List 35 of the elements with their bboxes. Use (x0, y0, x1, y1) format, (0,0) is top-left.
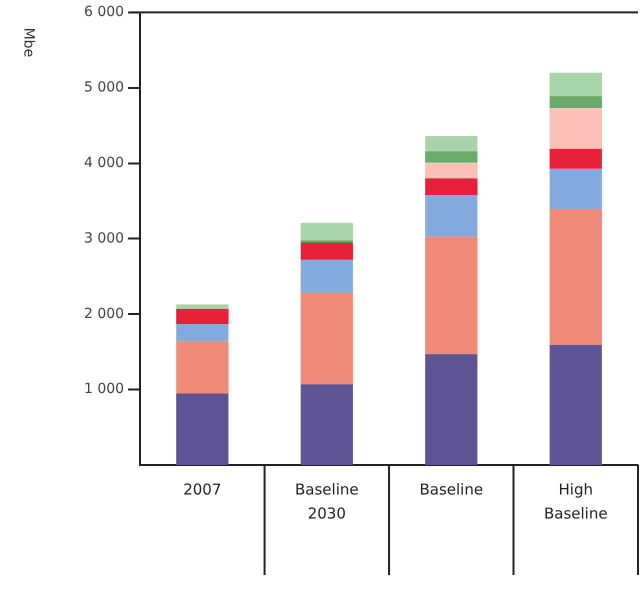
bar (300, 384, 353, 465)
bar (550, 72, 602, 96)
y-tick-label: 4 000 (84, 154, 124, 171)
bar (550, 208, 602, 346)
y-axis-title: Mbe (20, 28, 36, 58)
y-tick-label: 5 000 (84, 79, 124, 96)
bar (425, 151, 478, 163)
y-tick-label: 2 000 (84, 306, 124, 322)
y-tick-label: 6 000 (84, 4, 124, 20)
bar (300, 293, 353, 384)
bar (550, 168, 602, 209)
x-tick-label: High Baseline (544, 480, 608, 522)
bar (550, 345, 602, 465)
bar (176, 308, 228, 324)
bar (425, 136, 478, 152)
bar (300, 260, 353, 294)
bar (300, 242, 353, 260)
bar (176, 324, 228, 342)
y-tick-label: 3 000 (84, 230, 124, 246)
bar (425, 354, 478, 465)
bar (176, 304, 228, 309)
bar (550, 108, 602, 149)
bar (425, 236, 478, 354)
bar (550, 96, 602, 108)
x-tick-label: 2007 (183, 480, 222, 498)
bar (425, 178, 478, 195)
bar (425, 162, 478, 178)
bar (425, 194, 478, 236)
bar (300, 222, 353, 240)
x-tick-label: Baseline (419, 480, 484, 498)
bar (176, 393, 228, 465)
y-tick-label: 1 000 (84, 381, 124, 398)
bar (176, 341, 228, 394)
bar (550, 148, 602, 169)
x-tick-label: Baseline 2030 (294, 480, 359, 522)
